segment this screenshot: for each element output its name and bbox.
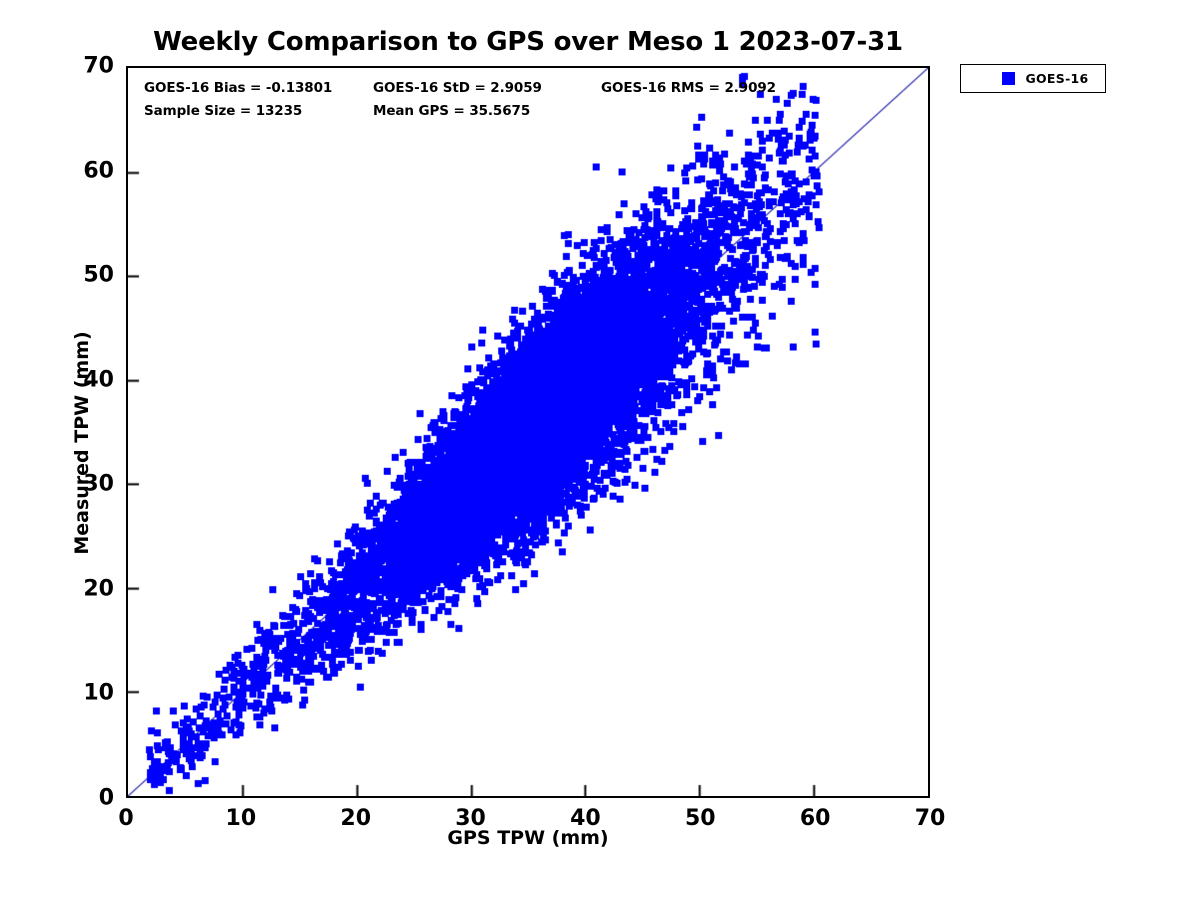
y-axis-tick-labels: 0 10 20 30 40 50 60 70: [62, 0, 114, 900]
x-axis-tick-labels: 0 10 20 30 40 50 60 70: [0, 806, 1200, 840]
x-tick-label: 0: [118, 806, 134, 831]
annotation-bias: GOES-16 Bias = -0.13801: [144, 80, 333, 96]
y-tick-label: 40: [83, 367, 114, 393]
x-tick-label: 70: [914, 806, 946, 831]
x-tick-label: 60: [799, 806, 831, 831]
legend-swatch-goes16-icon: [1002, 72, 1015, 85]
y-tick-label: 30: [83, 471, 114, 497]
annotation-mean-gps: Mean GPS = 35.5675: [373, 103, 531, 119]
annotation-std: GOES-16 StD = 2.9059: [373, 80, 542, 96]
y-tick-label: 20: [83, 576, 114, 602]
y-axis-title: Measured TPW (mm): [71, 331, 93, 555]
x-tick-label: 50: [684, 806, 716, 831]
plot-area: [126, 66, 930, 798]
annotation-rms: GOES-16 RMS = 2.9092: [601, 80, 776, 96]
x-tick-label: 10: [225, 806, 257, 831]
y-tick-label: 70: [83, 53, 114, 79]
x-tick-label: 20: [340, 806, 372, 831]
x-tick-label: 30: [455, 806, 486, 831]
y-tick-label: 60: [83, 158, 114, 184]
x-axis-title: GPS TPW (mm): [447, 827, 609, 849]
y-tick-label: 50: [83, 262, 114, 288]
chart-legend: GOES-16: [960, 64, 1106, 93]
x-tick-label: 40: [570, 806, 601, 831]
legend-label-goes16: GOES-16: [1025, 71, 1089, 86]
annotation-sample-size: Sample Size = 13235: [144, 103, 303, 119]
y-tick-label: 0: [98, 785, 114, 811]
y-tick-label: 10: [83, 680, 114, 706]
page-title: Weekly Comparison to GPS over Meso 1 202…: [153, 27, 903, 57]
scatter-plot-canvas: [128, 68, 928, 796]
